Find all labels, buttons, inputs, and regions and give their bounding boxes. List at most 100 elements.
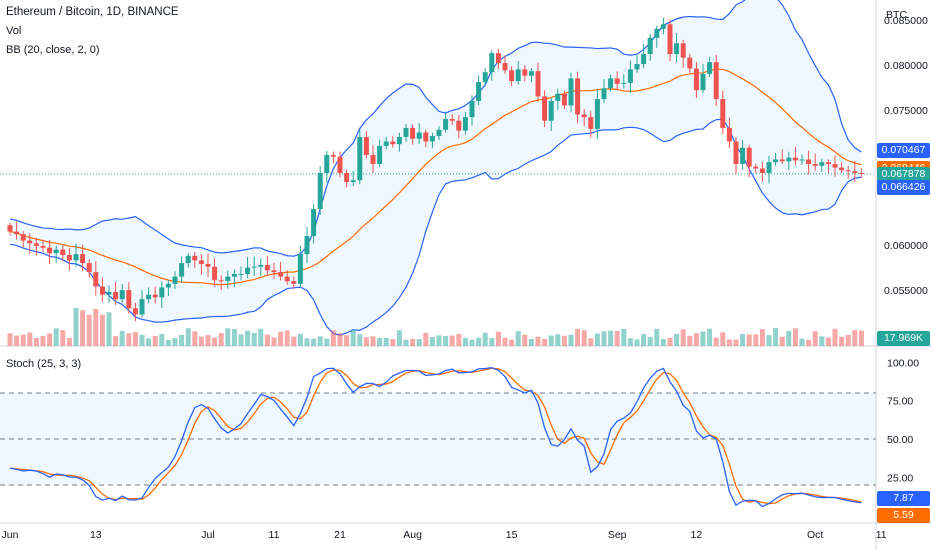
candle	[588, 110, 594, 138]
candle-body	[165, 283, 171, 288]
volume-bar	[106, 312, 112, 346]
candle-body	[159, 287, 165, 298]
volume-bar	[93, 308, 99, 346]
candle	[832, 155, 838, 177]
candle	[60, 244, 66, 262]
candle	[317, 166, 323, 216]
candle	[436, 126, 442, 141]
time-tick-label: Oct	[807, 529, 823, 541]
volume-bar	[212, 337, 218, 346]
candle-body	[726, 127, 732, 142]
candle-body	[53, 249, 59, 254]
candle	[806, 150, 812, 175]
candle	[522, 65, 528, 82]
volume-bar	[462, 337, 468, 346]
candle	[674, 32, 680, 63]
volume-bar	[502, 337, 508, 346]
candle	[429, 132, 435, 149]
candle-body	[344, 173, 350, 183]
candle	[575, 71, 581, 124]
candle-body	[27, 240, 33, 244]
candle-body	[80, 254, 86, 264]
candle-body	[304, 236, 310, 255]
volume-bar	[245, 330, 251, 346]
volume-bar	[291, 336, 297, 346]
candle-body	[792, 157, 798, 161]
volume-bar	[390, 339, 396, 346]
candle-body	[647, 37, 653, 55]
candle	[344, 169, 350, 188]
volume-bar	[792, 328, 798, 346]
volume-bar	[608, 330, 614, 346]
volume-bar	[337, 333, 343, 346]
price-tag: 0.070467	[877, 143, 930, 159]
candle-body	[99, 286, 105, 295]
stoch-tag: 7.87	[877, 490, 930, 506]
candle	[113, 281, 119, 306]
candle	[304, 226, 310, 264]
candle-body	[654, 28, 660, 38]
volume-bar	[324, 338, 330, 346]
candle-body	[753, 166, 759, 169]
volume-bar	[198, 336, 204, 346]
candle-body	[396, 136, 402, 145]
candle	[205, 253, 211, 277]
candle-body	[198, 260, 204, 265]
volume-bar	[713, 337, 719, 346]
volume-bar	[726, 339, 732, 346]
volume-bar	[812, 331, 818, 346]
volume-bar	[113, 336, 119, 346]
candle-body	[832, 163, 838, 168]
candle	[667, 19, 673, 62]
volume-bar	[205, 334, 211, 346]
volume-bar	[80, 310, 86, 346]
candle-body	[410, 127, 416, 139]
candle	[456, 114, 462, 139]
candle	[258, 258, 264, 276]
candle	[680, 39, 686, 69]
candle	[403, 123, 409, 142]
candle-body	[594, 99, 600, 129]
candle-body	[47, 247, 53, 254]
candle	[779, 149, 785, 164]
volume-bar	[126, 333, 132, 346]
bollinger-basis-line	[9, 68, 862, 286]
stochastic	[0, 367, 876, 508]
volume-bar	[680, 329, 686, 346]
candle	[146, 287, 152, 304]
volume-bar	[14, 335, 20, 346]
volume-bar	[627, 338, 633, 346]
volume-bar	[311, 338, 317, 346]
candle-body	[86, 263, 92, 273]
candle-body	[555, 93, 561, 101]
candle	[548, 97, 554, 131]
volume-bar	[403, 339, 409, 346]
candle	[746, 144, 752, 178]
volume-bar	[528, 338, 534, 346]
candle-body	[324, 154, 330, 173]
candle-body	[858, 173, 864, 174]
candle	[614, 71, 620, 91]
candle	[733, 137, 739, 175]
candle	[390, 136, 396, 148]
volume-bar	[707, 328, 713, 346]
candle	[502, 55, 508, 74]
volume-bar	[594, 333, 600, 346]
candle-body	[60, 249, 66, 255]
candle-body	[773, 159, 779, 163]
volume-bar	[370, 336, 376, 346]
volume-bar	[522, 334, 528, 346]
candle-body	[482, 72, 488, 82]
candle	[264, 255, 270, 276]
candle	[47, 240, 53, 264]
candle	[231, 269, 237, 287]
candle	[139, 290, 145, 318]
volume-bar	[495, 331, 501, 346]
bollinger-bands	[9, 0, 862, 336]
volume-bar	[99, 314, 105, 346]
volume-bar	[858, 330, 864, 346]
candle	[119, 283, 125, 303]
volume-bar	[357, 334, 363, 346]
volume-bar	[825, 337, 831, 346]
